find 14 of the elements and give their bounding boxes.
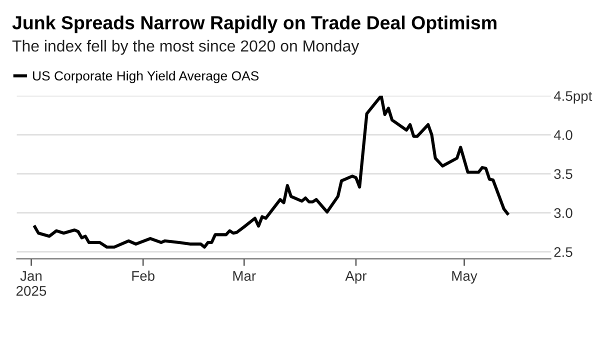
line-series [33, 96, 510, 249]
y-tick-label: 3.5 [554, 169, 572, 179]
chart-title: Junk Spreads Narrow Rapidly on Trade Deal Optimism [12, 16, 496, 34]
x-tick-label: Apr [345, 271, 367, 284]
x-tick-label: Jan 2025 [16, 271, 46, 296]
y-tick-label: 4.5ppt [554, 91, 592, 104]
chart-subtitle: The index fell by the most since 2020 on Monday [12, 40, 360, 55]
y-tick-label: 2.5 [554, 247, 572, 258]
y-tick-label: 4.0 [554, 130, 572, 140]
x-tick-label: Feb [132, 270, 154, 281]
x-tick-label: Mar [233, 271, 256, 281]
x-tick-label: May [452, 271, 478, 284]
legend-label: US Corporate High Yield Average OAS [33, 70, 259, 84]
y-tick-label: 3.0 [554, 208, 572, 218]
